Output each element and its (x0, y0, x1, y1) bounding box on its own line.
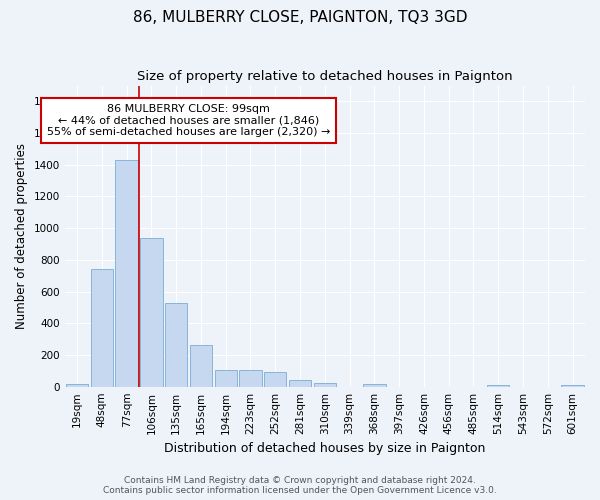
Bar (562, 385, 584, 386)
Bar (363, 384, 386, 386)
Text: 86, MULBERRY CLOSE, PAIGNTON, TQ3 3GD: 86, MULBERRY CLOSE, PAIGNTON, TQ3 3GD (133, 10, 467, 25)
Title: Size of property relative to detached houses in Paignton: Size of property relative to detached ho… (137, 70, 512, 83)
Bar (66, 384, 88, 386)
Bar (314, 382, 336, 386)
Text: Contains HM Land Registry data © Crown copyright and database right 2024.
Contai: Contains HM Land Registry data © Crown c… (103, 476, 497, 495)
Bar (239, 370, 262, 386)
Y-axis label: Number of detached properties: Number of detached properties (15, 143, 28, 329)
Bar (289, 380, 311, 386)
Bar (140, 238, 163, 386)
Bar (190, 344, 212, 387)
Bar (264, 372, 286, 386)
Text: 86 MULBERRY CLOSE: 99sqm
← 44% of detached houses are smaller (1,846)
55% of sem: 86 MULBERRY CLOSE: 99sqm ← 44% of detach… (47, 104, 330, 137)
Bar (165, 302, 187, 386)
Bar (115, 160, 138, 386)
Bar (91, 270, 113, 386)
Bar (487, 385, 509, 386)
Bar (215, 370, 237, 386)
X-axis label: Distribution of detached houses by size in Paignton: Distribution of detached houses by size … (164, 442, 485, 455)
